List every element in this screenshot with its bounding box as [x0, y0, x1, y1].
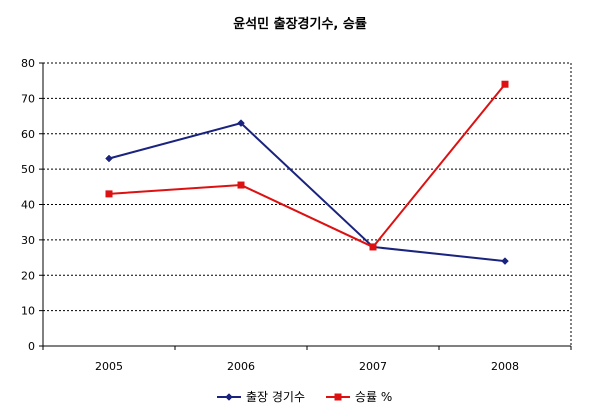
- legend-marker-1: [225, 393, 233, 401]
- data-point-series-2: [105, 190, 113, 198]
- x-tick-label: 2007: [359, 360, 387, 373]
- x-tick-label: 2008: [491, 360, 519, 373]
- y-tick-label: 20: [21, 269, 35, 282]
- data-point-series-1: [501, 257, 509, 265]
- data-point-series-1: [237, 119, 245, 127]
- y-tick-label: 80: [21, 57, 35, 70]
- y-tick-label: 50: [21, 163, 35, 176]
- legend-label-1: 출장 경기수: [246, 390, 305, 404]
- y-tick-label: 60: [21, 128, 35, 141]
- series-line-1: [108, 122, 506, 263]
- series-line-2: [108, 83, 506, 249]
- y-tick-label: 30: [21, 234, 35, 247]
- x-tick-label: 2005: [95, 360, 123, 373]
- legend-label-2: 승률 %: [355, 390, 392, 404]
- plot-area: 0 10 20 30 40 50 60 70 80 2005 2006 2007 2008: [21, 57, 572, 373]
- y-tick-label: 10: [21, 305, 35, 318]
- data-point-series-2: [369, 243, 377, 251]
- data-point-series-2: [237, 181, 245, 189]
- data-point-series-1: [105, 154, 113, 163]
- y-tick-label: 70: [21, 92, 35, 105]
- x-tick-label: 2006: [227, 360, 255, 373]
- y-tick-label: 0: [28, 340, 35, 353]
- data-point-series-2: [501, 80, 509, 88]
- legend: 출장 경기수 승률 %: [217, 390, 392, 404]
- y-tick-label: 40: [21, 199, 35, 212]
- legend-marker-2: [334, 393, 342, 401]
- chart-title: 윤석민 출장경기수, 승률: [233, 16, 367, 32]
